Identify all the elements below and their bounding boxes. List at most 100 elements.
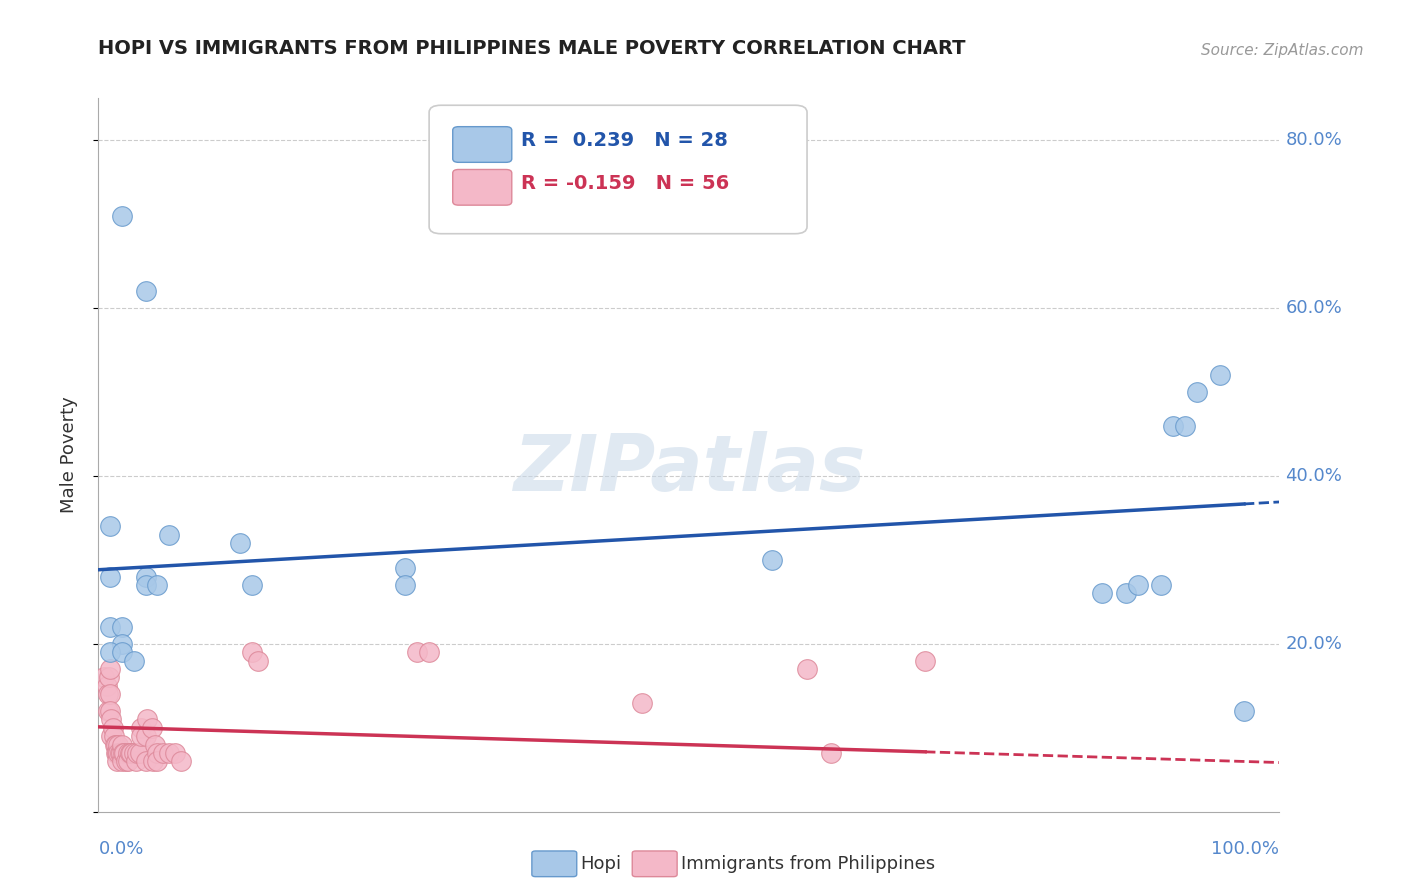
Point (914, 654, 936, 668)
Point (111, 738, 134, 752)
Text: Hopi: Hopi (581, 855, 621, 872)
Text: 40.0%: 40.0% (1285, 467, 1343, 485)
Y-axis label: Male Poverty: Male Poverty (59, 397, 77, 513)
Point (142, 755, 165, 769)
Point (1161, 418, 1184, 433)
Point (761, 553, 783, 567)
Point (98, 704, 121, 718)
Point (394, 561, 416, 575)
Point (135, 729, 157, 743)
Text: 20.0%: 20.0% (1285, 635, 1343, 653)
Point (111, 645, 134, 659)
Text: Source: ZipAtlas.com: Source: ZipAtlas.com (1201, 43, 1364, 58)
Point (100, 712, 122, 726)
Point (105, 738, 128, 752)
Point (141, 721, 163, 735)
FancyBboxPatch shape (453, 169, 512, 205)
Point (128, 746, 150, 760)
Point (1185, 384, 1208, 399)
Point (98, 620, 121, 634)
Point (146, 755, 169, 769)
Point (107, 738, 129, 752)
Point (146, 746, 169, 760)
Point (112, 746, 135, 760)
Point (112, 746, 135, 760)
Point (101, 721, 124, 735)
Point (122, 746, 145, 760)
Point (157, 746, 180, 760)
Point (135, 569, 157, 583)
Point (157, 527, 180, 541)
Text: 80.0%: 80.0% (1285, 131, 1343, 149)
Text: 0.0%: 0.0% (98, 840, 143, 858)
FancyBboxPatch shape (429, 105, 807, 234)
Point (170, 755, 193, 769)
Point (98, 670, 121, 684)
Text: Immigrants from Philippines: Immigrants from Philippines (681, 855, 935, 872)
Text: 100.0%: 100.0% (1212, 840, 1279, 858)
Point (121, 746, 143, 760)
Point (796, 662, 818, 676)
Point (135, 755, 157, 769)
Point (1209, 368, 1232, 383)
Point (107, 746, 129, 760)
Point (98, 519, 121, 533)
Point (630, 696, 652, 710)
Point (111, 755, 134, 769)
Point (98, 569, 121, 583)
FancyBboxPatch shape (633, 851, 678, 877)
Point (135, 578, 157, 592)
Point (111, 620, 134, 634)
Point (1150, 578, 1173, 592)
Point (152, 746, 174, 760)
Point (246, 654, 269, 668)
Point (117, 755, 139, 769)
Point (114, 755, 136, 769)
FancyBboxPatch shape (531, 851, 576, 877)
Point (394, 578, 416, 592)
Point (105, 746, 128, 760)
Point (120, 746, 142, 760)
Point (129, 721, 152, 735)
Text: HOPI VS IMMIGRANTS FROM PHILIPPINES MALE POVERTY CORRELATION CHART: HOPI VS IMMIGRANTS FROM PHILIPPINES MALE… (98, 39, 966, 58)
Text: ZIPatlas: ZIPatlas (513, 431, 865, 508)
Point (820, 746, 842, 760)
Text: R = -0.159   N = 56: R = -0.159 N = 56 (522, 174, 730, 194)
Point (93, 670, 115, 684)
Point (117, 746, 139, 760)
Point (98, 687, 121, 701)
Text: R =  0.239   N = 28: R = 0.239 N = 28 (522, 131, 728, 151)
Point (240, 645, 263, 659)
Point (1126, 578, 1149, 592)
Point (1174, 418, 1197, 433)
Point (127, 746, 149, 760)
Point (97, 704, 120, 718)
Point (98, 662, 121, 676)
Point (125, 755, 148, 769)
Point (229, 536, 252, 550)
Point (240, 578, 263, 592)
Point (406, 645, 429, 659)
Point (100, 729, 122, 743)
Point (165, 746, 187, 760)
Point (135, 712, 157, 726)
Point (135, 284, 157, 298)
Text: 60.0%: 60.0% (1285, 299, 1343, 317)
Point (104, 738, 127, 752)
Point (143, 738, 166, 752)
Point (111, 209, 134, 223)
Point (129, 729, 152, 743)
Point (122, 654, 145, 668)
Point (108, 746, 131, 760)
Point (146, 578, 169, 592)
FancyBboxPatch shape (453, 127, 512, 162)
Point (98, 645, 121, 659)
Point (418, 645, 440, 659)
Point (97, 687, 120, 701)
Point (110, 746, 132, 760)
Point (105, 755, 128, 769)
Point (111, 637, 134, 651)
Point (103, 729, 125, 743)
Point (96, 679, 118, 693)
Point (1091, 586, 1114, 600)
